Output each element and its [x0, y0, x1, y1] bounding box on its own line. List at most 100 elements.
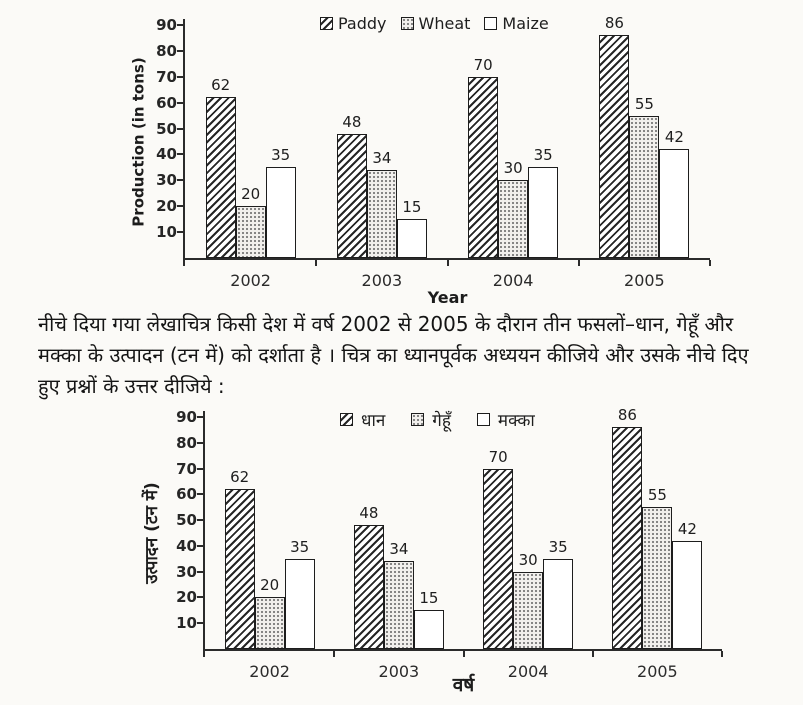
y-tick-label: 60 — [176, 485, 197, 504]
y-tick-label: 50 — [156, 119, 177, 138]
legend-swatch-icon — [411, 413, 425, 426]
legend-item-0: धान — [340, 408, 385, 431]
bar-value-label: 42 — [664, 128, 684, 147]
y-tick-mark — [197, 441, 203, 444]
y-tick-label: 60 — [156, 93, 177, 112]
bar-s1-2002 — [254, 597, 285, 649]
legend-item-2: Maize — [484, 14, 549, 33]
bar-value-label: 35 — [533, 146, 553, 165]
bar-value-label: 20 — [260, 576, 280, 595]
bar-s2-2005 — [659, 149, 690, 258]
legend-label: Maize — [502, 14, 549, 33]
y-tick-label: 90 — [176, 408, 197, 426]
x-tick-mark — [721, 651, 723, 657]
x-tick-mark — [446, 260, 449, 266]
legend-item-0: Paddy — [320, 14, 387, 33]
y-axis-line — [203, 411, 205, 651]
paragraph-line-2: मक्का के उत्पादन (टन में) को दर्शाता है … — [38, 343, 749, 367]
production-chart-english: Production (in tons) Paddy Wheat Maize 90 80 7… — [0, 0, 803, 307]
y-tick-mark — [177, 75, 183, 78]
category-label-2005: 2005 — [624, 271, 665, 290]
category-label-2002: 2002 — [249, 662, 290, 681]
y-tick-label: 80 — [176, 433, 197, 452]
y-tick-label: 70 — [176, 459, 197, 478]
bar-s0-2005 — [599, 35, 630, 258]
legend-swatch-icon — [340, 413, 353, 426]
bar-value-label: 35 — [271, 146, 291, 165]
y-axis-title: उत्पादन (टन में) — [142, 482, 162, 584]
bar-s2-2005 — [672, 540, 703, 649]
legend-item-2: मक्का — [476, 408, 535, 431]
legend-label: Paddy — [338, 14, 387, 33]
bar-value-label: 20 — [241, 185, 261, 204]
y-tick-label: 30 — [176, 562, 197, 581]
bar-s2-2003 — [413, 610, 444, 649]
bar-value-label: 34 — [372, 148, 392, 167]
x-axis-line — [183, 258, 710, 260]
y-tick-mark — [177, 127, 183, 130]
y-tick-label: 80 — [156, 41, 177, 60]
y-tick-mark — [177, 231, 183, 234]
bar-s1-2005 — [642, 507, 673, 649]
bar-value-label: 55 — [647, 486, 667, 505]
x-axis-line — [203, 649, 722, 651]
bar-value-label: 70 — [473, 55, 493, 74]
y-tick-mark — [197, 622, 203, 625]
y-tick-mark — [197, 467, 203, 470]
legend-label: मक्का — [497, 411, 535, 431]
bar-value-label: 30 — [518, 550, 538, 569]
bar-s0-2004 — [483, 468, 514, 649]
category-label-2004: 2004 — [492, 271, 534, 290]
bar-value-label: 86 — [617, 406, 637, 425]
category-label-2003: 2003 — [378, 662, 420, 681]
x-tick-mark — [183, 260, 185, 266]
y-tick-mark — [177, 179, 183, 182]
legend-swatch-icon — [320, 17, 333, 30]
y-tick-mark — [197, 596, 203, 599]
category-label-2002: 2002 — [230, 271, 271, 290]
x-tick-mark — [709, 260, 711, 266]
bar-value-label: 62 — [211, 76, 231, 95]
bar-value-label: 34 — [389, 540, 409, 559]
y-tick-mark — [197, 416, 203, 418]
bar-s1-2003 — [383, 561, 414, 649]
y-tick-label: 20 — [176, 588, 197, 607]
y-tick-label: 90 — [156, 16, 177, 34]
legend-swatch-icon — [484, 17, 498, 30]
bar-value-label: 35 — [290, 537, 310, 556]
bar-s0-2002 — [224, 489, 255, 649]
bar-s1-2004 — [513, 571, 544, 649]
bar-value-label: 15 — [402, 198, 422, 217]
y-tick-mark — [177, 24, 183, 26]
bar-s2-2002 — [284, 558, 315, 649]
y-tick-label: 50 — [176, 511, 197, 530]
y-tick-mark — [177, 101, 183, 104]
y-tick-label: 30 — [156, 171, 177, 190]
legend-item-1: Wheat — [400, 14, 470, 33]
legend-swatch-icon — [400, 17, 414, 30]
bar-s0-2004 — [468, 76, 499, 258]
category-label-2004: 2004 — [507, 662, 549, 681]
legend-label: धान — [361, 411, 386, 431]
bar-value-label: 70 — [488, 447, 508, 466]
y-tick-label: 40 — [156, 145, 177, 164]
bar-value-label: 48 — [342, 112, 362, 131]
legend: Paddy Wheat Maize — [320, 14, 549, 33]
bar-value-label: 55 — [634, 94, 654, 113]
bar-s0-2002 — [205, 97, 236, 258]
y-tick-label: 70 — [156, 67, 177, 86]
x-tick-mark — [577, 260, 580, 266]
y-tick-mark — [197, 519, 203, 522]
y-tick-mark — [197, 544, 203, 547]
bar-value-label: 62 — [230, 468, 250, 487]
y-tick-label: 10 — [156, 223, 177, 242]
x-tick-mark — [203, 651, 205, 657]
paragraph-line-1: नीचे दिया गया लेखाचित्र किसी देश में वर्… — [38, 312, 734, 336]
x-axis-title: Year — [427, 288, 468, 307]
y-tick-mark — [177, 205, 183, 208]
bar-s0-2003 — [353, 525, 384, 649]
y-tick-mark — [177, 153, 183, 156]
x-tick-mark — [462, 651, 465, 657]
y-tick-mark — [197, 493, 203, 496]
bar-s0-2003 — [336, 133, 367, 258]
